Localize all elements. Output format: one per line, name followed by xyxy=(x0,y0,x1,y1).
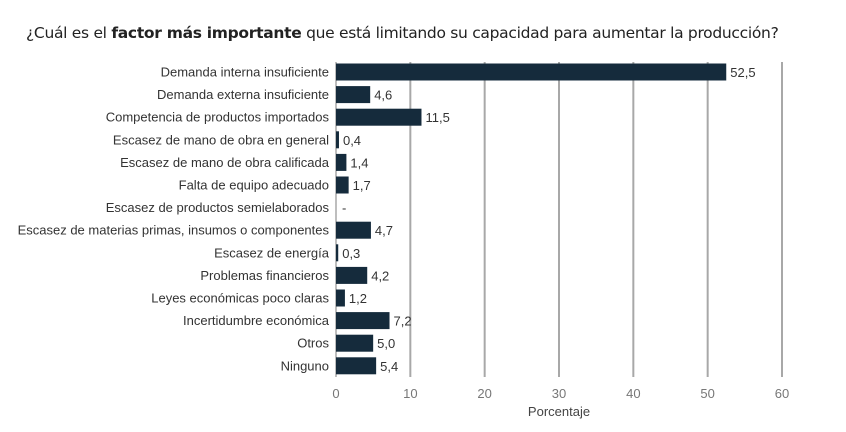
category-label: Escasez de productos semielaborados xyxy=(106,200,330,215)
data-label: 7,2 xyxy=(394,314,412,329)
data-label: 0,4 xyxy=(343,133,361,148)
bar xyxy=(336,176,349,194)
category-label: Demanda interna insuficiente xyxy=(161,65,329,80)
data-label: 4,6 xyxy=(374,88,392,103)
category-label: Problemas financieros xyxy=(200,268,329,283)
data-label: 5,4 xyxy=(380,359,398,374)
bar xyxy=(336,86,371,104)
category-label: Otros xyxy=(297,336,329,351)
x-axis-label: Porcentaje xyxy=(528,404,590,419)
bar xyxy=(336,131,339,149)
category-label: Leyes económicas poco claras xyxy=(151,291,329,306)
category-label: Escasez de materias primas, insumos o co… xyxy=(18,223,330,238)
category-label: Competencia de productos importados xyxy=(106,110,330,125)
data-label: 4,2 xyxy=(371,268,389,283)
category-label: Falta de equipo adecuado xyxy=(179,178,329,193)
x-tick-label: 30 xyxy=(552,386,566,401)
data-label: 1,2 xyxy=(349,291,367,306)
bar xyxy=(336,244,339,262)
data-label: 11,5 xyxy=(425,110,449,125)
data-label: 5,0 xyxy=(377,336,395,351)
data-label: 4,7 xyxy=(375,223,393,238)
bar xyxy=(336,108,422,126)
bar xyxy=(336,63,727,81)
x-tick-label: 20 xyxy=(477,386,491,401)
bar xyxy=(336,221,371,239)
data-label: 1,4 xyxy=(350,155,368,170)
bar xyxy=(336,334,374,352)
bar xyxy=(336,357,377,375)
x-tick-label: 10 xyxy=(403,386,417,401)
data-label: 1,7 xyxy=(353,178,371,193)
category-label: Incertidumbre económica xyxy=(183,313,330,328)
x-tick-label: 60 xyxy=(775,386,789,401)
data-label: 52,5 xyxy=(730,65,755,80)
x-tick-label: 0 xyxy=(332,386,339,401)
bar xyxy=(336,289,345,307)
category-label: Demanda externa insuficiente xyxy=(157,87,329,102)
bar xyxy=(336,153,347,171)
x-tick-label: 50 xyxy=(700,386,714,401)
category-label: Escasez de energía xyxy=(214,245,330,260)
category-label: Escasez de mano de obra calificada xyxy=(120,155,330,170)
data-label: - xyxy=(342,201,346,216)
category-label: Escasez de mano de obra en general xyxy=(113,132,329,147)
bar xyxy=(336,266,368,284)
x-tick-label: 40 xyxy=(626,386,640,401)
category-label: Ninguno xyxy=(281,358,329,373)
bar xyxy=(336,312,390,330)
data-label: 0,3 xyxy=(342,246,360,261)
chart-title: ¿Cuál es el factor más importante que es… xyxy=(26,24,779,42)
